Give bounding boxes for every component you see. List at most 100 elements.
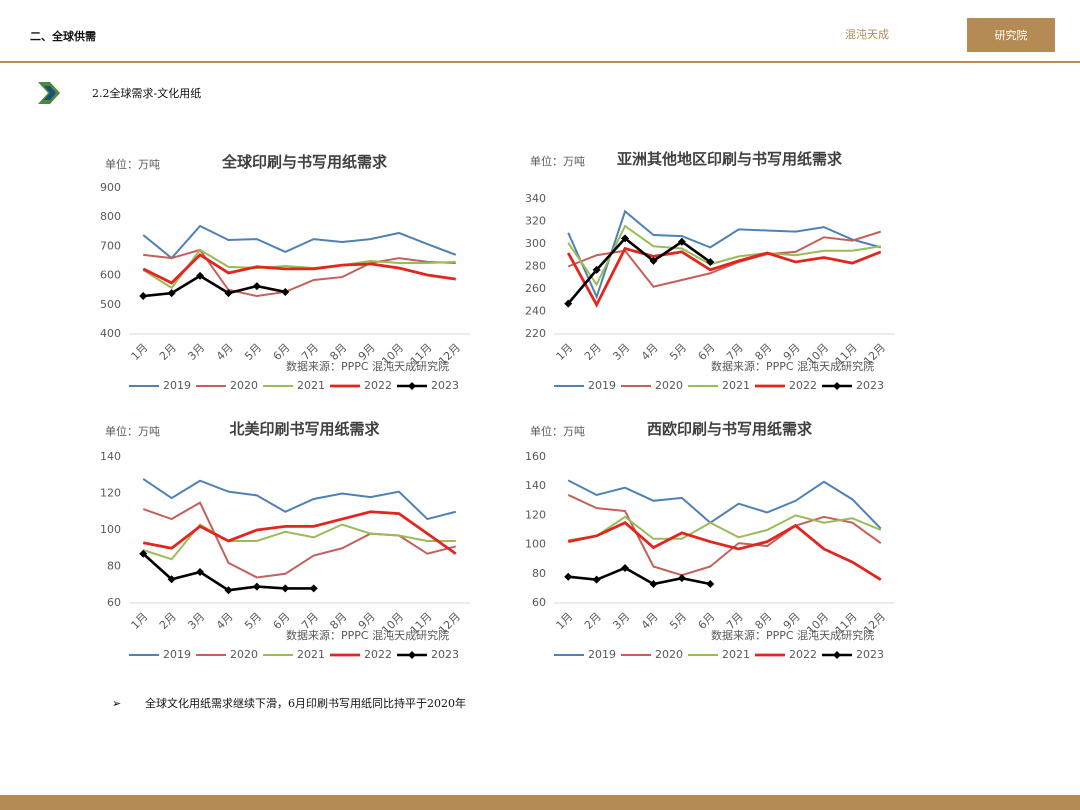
series-line — [143, 248, 456, 298]
series-line — [143, 274, 286, 298]
x-tick-label: 2月 — [157, 341, 179, 363]
point-marker — [196, 271, 205, 280]
chevron-inner — [44, 86, 56, 100]
y-tick-label: 160 — [525, 450, 546, 463]
legend-label: 2020 — [655, 379, 683, 392]
legend-label: 2019 — [163, 648, 191, 661]
legend-label: 2023 — [431, 379, 459, 392]
x-tick-label: 5月 — [242, 341, 264, 363]
point-marker — [309, 584, 318, 593]
chart-title: 北美印刷书写用纸需求 — [229, 420, 380, 438]
legend-label: 2019 — [588, 379, 616, 392]
y-tick-label: 140 — [100, 450, 121, 463]
series-line — [568, 514, 882, 542]
x-tick-label: 1月 — [129, 610, 151, 632]
point-marker — [167, 289, 176, 298]
point-marker — [592, 265, 601, 274]
subtitle: 2.2全球需求-文化用纸 — [92, 86, 201, 100]
section-title: 二、全球供需 — [30, 29, 96, 43]
legend-marker — [833, 382, 841, 390]
x-tick-label: 3月 — [610, 610, 632, 632]
legend-label: 2022 — [364, 379, 392, 392]
point-marker — [564, 299, 573, 308]
x-tick-label: 3月 — [185, 610, 207, 632]
x-tick-label: 5月 — [242, 610, 264, 632]
legend-label: 2019 — [163, 379, 191, 392]
series-line — [142, 253, 456, 285]
legend-label: 2021 — [722, 648, 750, 661]
legend-label: 2021 — [722, 379, 750, 392]
series-line — [142, 478, 457, 521]
x-tick-label: 4月 — [214, 341, 236, 363]
series-line — [567, 230, 882, 288]
unit-label: 单位：万吨 — [530, 154, 585, 168]
legend-marker — [408, 651, 416, 659]
legend-label: 2022 — [364, 648, 392, 661]
point-marker — [252, 282, 261, 291]
x-tick-label: 2月 — [582, 341, 604, 363]
y-tick-label: 80 — [532, 567, 546, 580]
unit-label: 单位：万吨 — [105, 424, 160, 438]
legend-marker — [408, 382, 416, 390]
point-marker — [196, 567, 205, 576]
point-marker — [224, 586, 233, 595]
point-marker — [139, 549, 148, 558]
point-marker — [224, 289, 233, 298]
series-line — [566, 246, 882, 308]
unit-label: 单位：万吨 — [530, 424, 585, 438]
legend-label: 2021 — [297, 648, 325, 661]
logo-text: 混沌天成 — [845, 28, 889, 41]
point-marker — [252, 582, 261, 591]
point-marker — [281, 584, 290, 593]
legend-label: 2021 — [297, 379, 325, 392]
y-tick-label: 340 — [525, 192, 546, 205]
y-tick-label: 120 — [100, 487, 121, 500]
x-tick-label: 5月 — [667, 341, 689, 363]
series-line — [567, 224, 881, 287]
y-tick-label: 240 — [525, 305, 546, 318]
y-tick-label: 320 — [525, 215, 546, 228]
source: 数据来源：PPPC 混沌天成研究院 — [711, 628, 874, 642]
series-line — [567, 494, 882, 577]
y-tick-label: 300 — [525, 237, 546, 250]
x-tick-label: 1月 — [554, 610, 576, 632]
point-marker — [649, 580, 658, 589]
legend-label: 2019 — [588, 648, 616, 661]
y-tick-label: 60 — [107, 596, 121, 609]
series-line — [142, 510, 457, 555]
legend-marker — [833, 651, 841, 659]
x-tick-label: 4月 — [214, 610, 236, 632]
legend-label: 2020 — [655, 648, 683, 661]
x-tick-label: 1月 — [554, 341, 576, 363]
x-tick-label: 2月 — [157, 610, 179, 632]
legend-label: 2020 — [230, 379, 258, 392]
point-marker — [564, 572, 573, 581]
legend-label: 2022 — [789, 379, 817, 392]
series-line — [142, 224, 457, 260]
series-line — [567, 479, 882, 530]
x-tick-label: 4月 — [639, 341, 661, 363]
series-line — [142, 248, 456, 290]
x-tick-label: 1月 — [129, 341, 151, 363]
y-tick-label: 60 — [532, 596, 546, 609]
x-tick-label: 3月 — [185, 341, 207, 363]
y-tick-label: 700 — [100, 239, 121, 252]
x-tick-label: 4月 — [639, 610, 661, 632]
footer-bar — [0, 795, 1080, 810]
point-marker — [167, 575, 176, 584]
source: 数据来源：PPPC 混沌天成研究院 — [711, 359, 874, 373]
series-line — [567, 236, 712, 305]
point-marker — [621, 234, 630, 243]
series-line — [142, 501, 457, 579]
y-tick-label: 100 — [100, 523, 121, 536]
y-tick-label: 500 — [100, 298, 121, 311]
chart-title: 全球印刷与书写用纸需求 — [221, 153, 388, 171]
point-marker — [649, 256, 658, 265]
point-marker — [677, 574, 686, 583]
point-marker — [592, 575, 601, 584]
y-tick-label: 220 — [525, 327, 546, 340]
note: 全球文化用纸需求继续下滑，6月印刷书写用纸同比持平于2020年 — [145, 696, 466, 710]
y-tick-label: 400 — [100, 327, 121, 340]
